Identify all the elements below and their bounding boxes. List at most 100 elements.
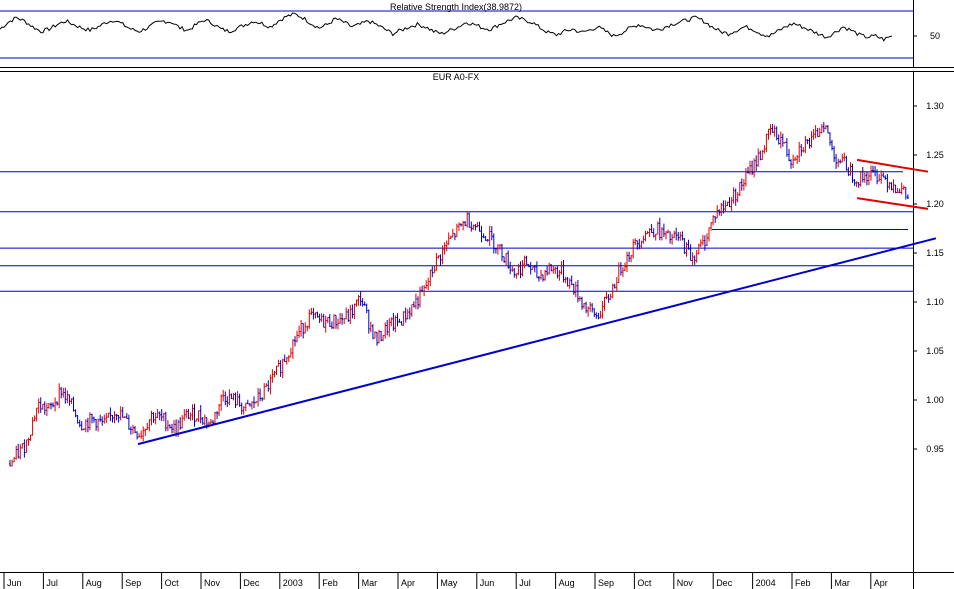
x-tick-label: Jul <box>519 578 531 588</box>
price-bar <box>257 388 260 407</box>
price-bar <box>425 280 428 289</box>
price-bar <box>466 211 469 228</box>
price-bar <box>11 459 14 467</box>
price-bar <box>636 240 639 250</box>
price-bar <box>390 317 393 327</box>
price-bar <box>753 158 756 178</box>
price-bar <box>872 165 874 173</box>
x-tick-label: Aug <box>86 578 102 588</box>
price-bar <box>769 124 772 136</box>
price-bar <box>898 188 901 194</box>
price-bar <box>318 313 321 323</box>
price-bar <box>82 428 85 431</box>
price-bar <box>261 397 264 402</box>
price-bar <box>35 407 38 422</box>
price-bar <box>767 128 770 140</box>
price-bar <box>95 419 98 431</box>
price-bar <box>127 414 130 430</box>
price-bar <box>494 248 497 254</box>
price-bar <box>152 412 155 423</box>
price-bar <box>671 233 674 245</box>
price-bar <box>345 307 348 320</box>
trendlines <box>137 158 937 446</box>
price-bar <box>792 154 795 169</box>
price-bar <box>417 296 419 310</box>
price-bar <box>542 274 544 282</box>
price-bar <box>13 456 16 463</box>
price-bar <box>62 387 65 398</box>
price-bar <box>335 314 337 329</box>
price-bar <box>449 235 452 239</box>
y-tick-label: 1.00 <box>926 395 944 405</box>
price-bar <box>365 303 368 314</box>
price-bar <box>179 417 182 430</box>
price-bar <box>802 147 805 153</box>
price-bar <box>749 160 751 175</box>
price-bar <box>476 221 479 228</box>
price-bar <box>451 228 454 238</box>
price-bar <box>656 221 659 235</box>
price-bar <box>144 428 147 436</box>
price-bar <box>742 179 745 191</box>
price-bar <box>269 374 272 395</box>
price-bar <box>726 201 729 206</box>
rsi-title: Relative Strength Index(38.9872) <box>390 2 522 12</box>
price-bar <box>33 415 36 422</box>
y-tick-label: 1.15 <box>926 248 944 258</box>
price-bar <box>300 320 303 337</box>
price-bar <box>781 133 784 147</box>
price-bar <box>628 251 631 262</box>
price-bar <box>330 321 333 329</box>
price-bar <box>222 389 225 402</box>
price-bar <box>621 267 624 277</box>
price-bar <box>88 412 91 431</box>
x-axis: Jun Jul Aug Sep Oct Nov Dec 2003 Feb Mar Apr May Jun… <box>3 572 914 589</box>
price-bar <box>195 418 198 422</box>
price-bar <box>478 221 481 232</box>
price-bar <box>470 221 473 232</box>
price-bar <box>72 396 75 412</box>
price-bar <box>515 273 518 279</box>
price-bar <box>572 283 575 295</box>
price-bar <box>228 389 231 406</box>
price-bar <box>847 167 850 176</box>
price-bar <box>388 318 391 337</box>
price-bar <box>123 416 126 418</box>
price-bar <box>845 155 848 171</box>
price-bar <box>468 212 471 228</box>
x-tick-label: Oct <box>637 578 652 588</box>
price-bar <box>273 371 276 378</box>
price-bar <box>15 445 18 460</box>
price-bar <box>142 426 145 442</box>
price-bar <box>412 301 415 308</box>
price-bar <box>353 303 356 319</box>
price-bar <box>574 281 577 298</box>
price-bar <box>730 197 733 211</box>
rsi-series <box>0 12 893 42</box>
price-bar <box>220 394 223 411</box>
price-bar <box>857 182 860 188</box>
price-bar <box>76 415 79 424</box>
price-bar <box>134 426 136 433</box>
price-bar <box>583 303 585 309</box>
x-tick-label: Sep <box>125 578 141 588</box>
price-bar <box>818 127 821 138</box>
price-bar <box>439 254 442 266</box>
price-bar <box>70 398 73 404</box>
price-bar <box>441 245 444 265</box>
price-bar <box>601 300 604 319</box>
price-bar <box>615 277 618 292</box>
price-bar <box>162 412 165 422</box>
price-bar <box>240 402 243 415</box>
price-bar <box>287 355 290 362</box>
price-bar <box>101 416 104 426</box>
price-bar <box>121 407 124 418</box>
price-bar <box>703 235 706 251</box>
price-bar <box>773 125 776 137</box>
price-bar <box>181 415 184 429</box>
price-bar <box>378 329 380 344</box>
price-bar <box>783 141 786 144</box>
price-bar <box>519 261 522 279</box>
